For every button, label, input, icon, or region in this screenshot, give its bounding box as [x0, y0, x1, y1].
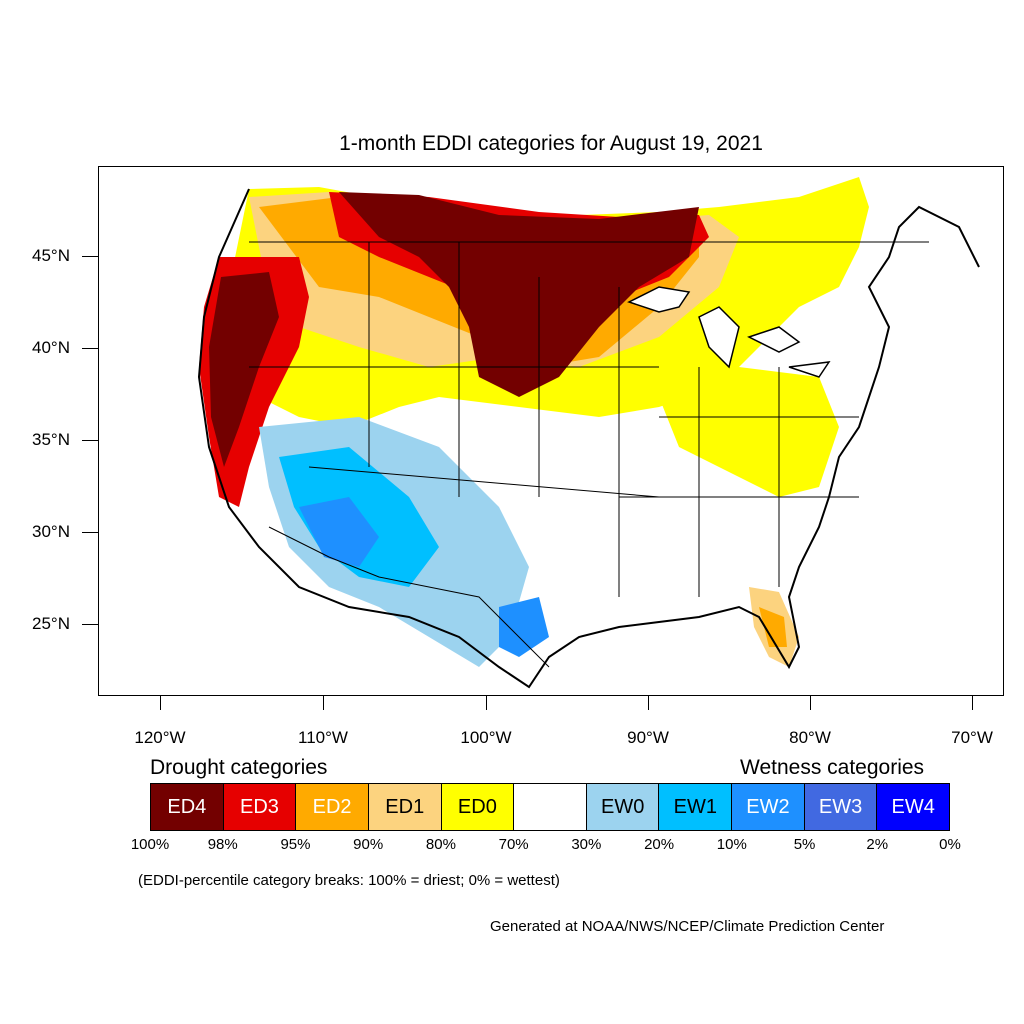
- lat-label: 30°N: [32, 522, 70, 541]
- atlantic-ocean: [819, 167, 1003, 695]
- legend-break-label: 5%: [793, 836, 816, 853]
- lon-tick: [972, 696, 973, 710]
- legend-break-label: 10%: [716, 836, 747, 853]
- legend-swatch: EW0: [586, 784, 660, 830]
- lat-tick: [82, 532, 98, 533]
- wetness-heading: Wetness categories: [740, 756, 925, 779]
- lat-tick: [82, 440, 98, 441]
- lon-tick: [486, 696, 487, 710]
- lat-tick: [82, 348, 98, 349]
- legend-swatch: ED0: [441, 784, 515, 830]
- eddi-map: [99, 167, 1003, 695]
- legend-break-label: 100%: [130, 836, 170, 853]
- legend-swatch: EW1: [659, 784, 733, 830]
- legend-break-label: 30%: [571, 836, 602, 853]
- lon-label: 80°W: [789, 728, 831, 747]
- legend-swatch: EW3: [804, 784, 878, 830]
- lon-tick: [160, 696, 161, 710]
- legend-swatch: EW4: [877, 784, 950, 830]
- lon-label: 110°W: [298, 728, 348, 747]
- legend-break-label: 95%: [280, 836, 311, 853]
- lon-tick: [323, 696, 324, 710]
- drought-heading: Drought categories: [150, 756, 328, 779]
- lat-tick: [82, 256, 98, 257]
- legend-break-label: 70%: [498, 836, 529, 853]
- lat-label: 35°N: [32, 430, 70, 449]
- legend-swatch: EW2: [732, 784, 805, 830]
- lat-label: 25°N: [32, 614, 70, 633]
- legend-swatch: ED3: [223, 784, 297, 830]
- pacific-ocean: [99, 167, 338, 695]
- coastline: [197, 188, 980, 689]
- state-borders: [249, 241, 929, 597]
- lon-tick: [648, 696, 649, 710]
- legend-swatch: ED1: [368, 784, 442, 830]
- lat-label: 45°N: [32, 246, 70, 265]
- lat-label: 40°N: [32, 338, 70, 357]
- gulf-of-mexico: [529, 607, 778, 695]
- legend-break-label: 80%: [425, 836, 456, 853]
- region-texas-ew2: [499, 597, 549, 657]
- legend-break-label: 90%: [353, 836, 384, 853]
- region-westcoast-ed4: [209, 272, 279, 467]
- lon-tick: [810, 696, 811, 710]
- map-area: [98, 166, 1004, 696]
- region-north-ed4: [339, 192, 699, 397]
- region-florida-ed2: [759, 607, 787, 647]
- legend-break-label: 0%: [939, 836, 961, 853]
- region-southeast-ed0: [659, 367, 839, 497]
- map-title: 1-month EDDI categories for August 19, 2…: [339, 132, 763, 155]
- region-southwest-ew2: [299, 497, 379, 567]
- legend-colorbar: ED4 ED3 ED2 ED1 ED0 EW0 EW1 EW2 EW3 EW4: [150, 783, 950, 831]
- mexico-border: [268, 526, 550, 668]
- lon-label: 70°W: [951, 728, 993, 747]
- lon-label: 90°W: [627, 728, 669, 747]
- category-note: (EDDI-percentile category breaks: 100% =…: [138, 872, 560, 889]
- great-lakes: [627, 286, 831, 378]
- legend-swatch: ED4: [151, 784, 224, 830]
- lon-label: 100°W: [460, 728, 512, 747]
- legend-swatch: [514, 784, 587, 830]
- legend-swatch: ED2: [296, 784, 369, 830]
- legend-break-label: 98%: [207, 836, 238, 853]
- lat-tick: [82, 624, 98, 625]
- credit-text: Generated at NOAA/NWS/NCEP/Climate Predi…: [490, 918, 885, 935]
- legend-break-label: 2%: [866, 836, 889, 853]
- lon-label: 120°W: [134, 728, 186, 747]
- legend-break-label: 20%: [644, 836, 675, 853]
